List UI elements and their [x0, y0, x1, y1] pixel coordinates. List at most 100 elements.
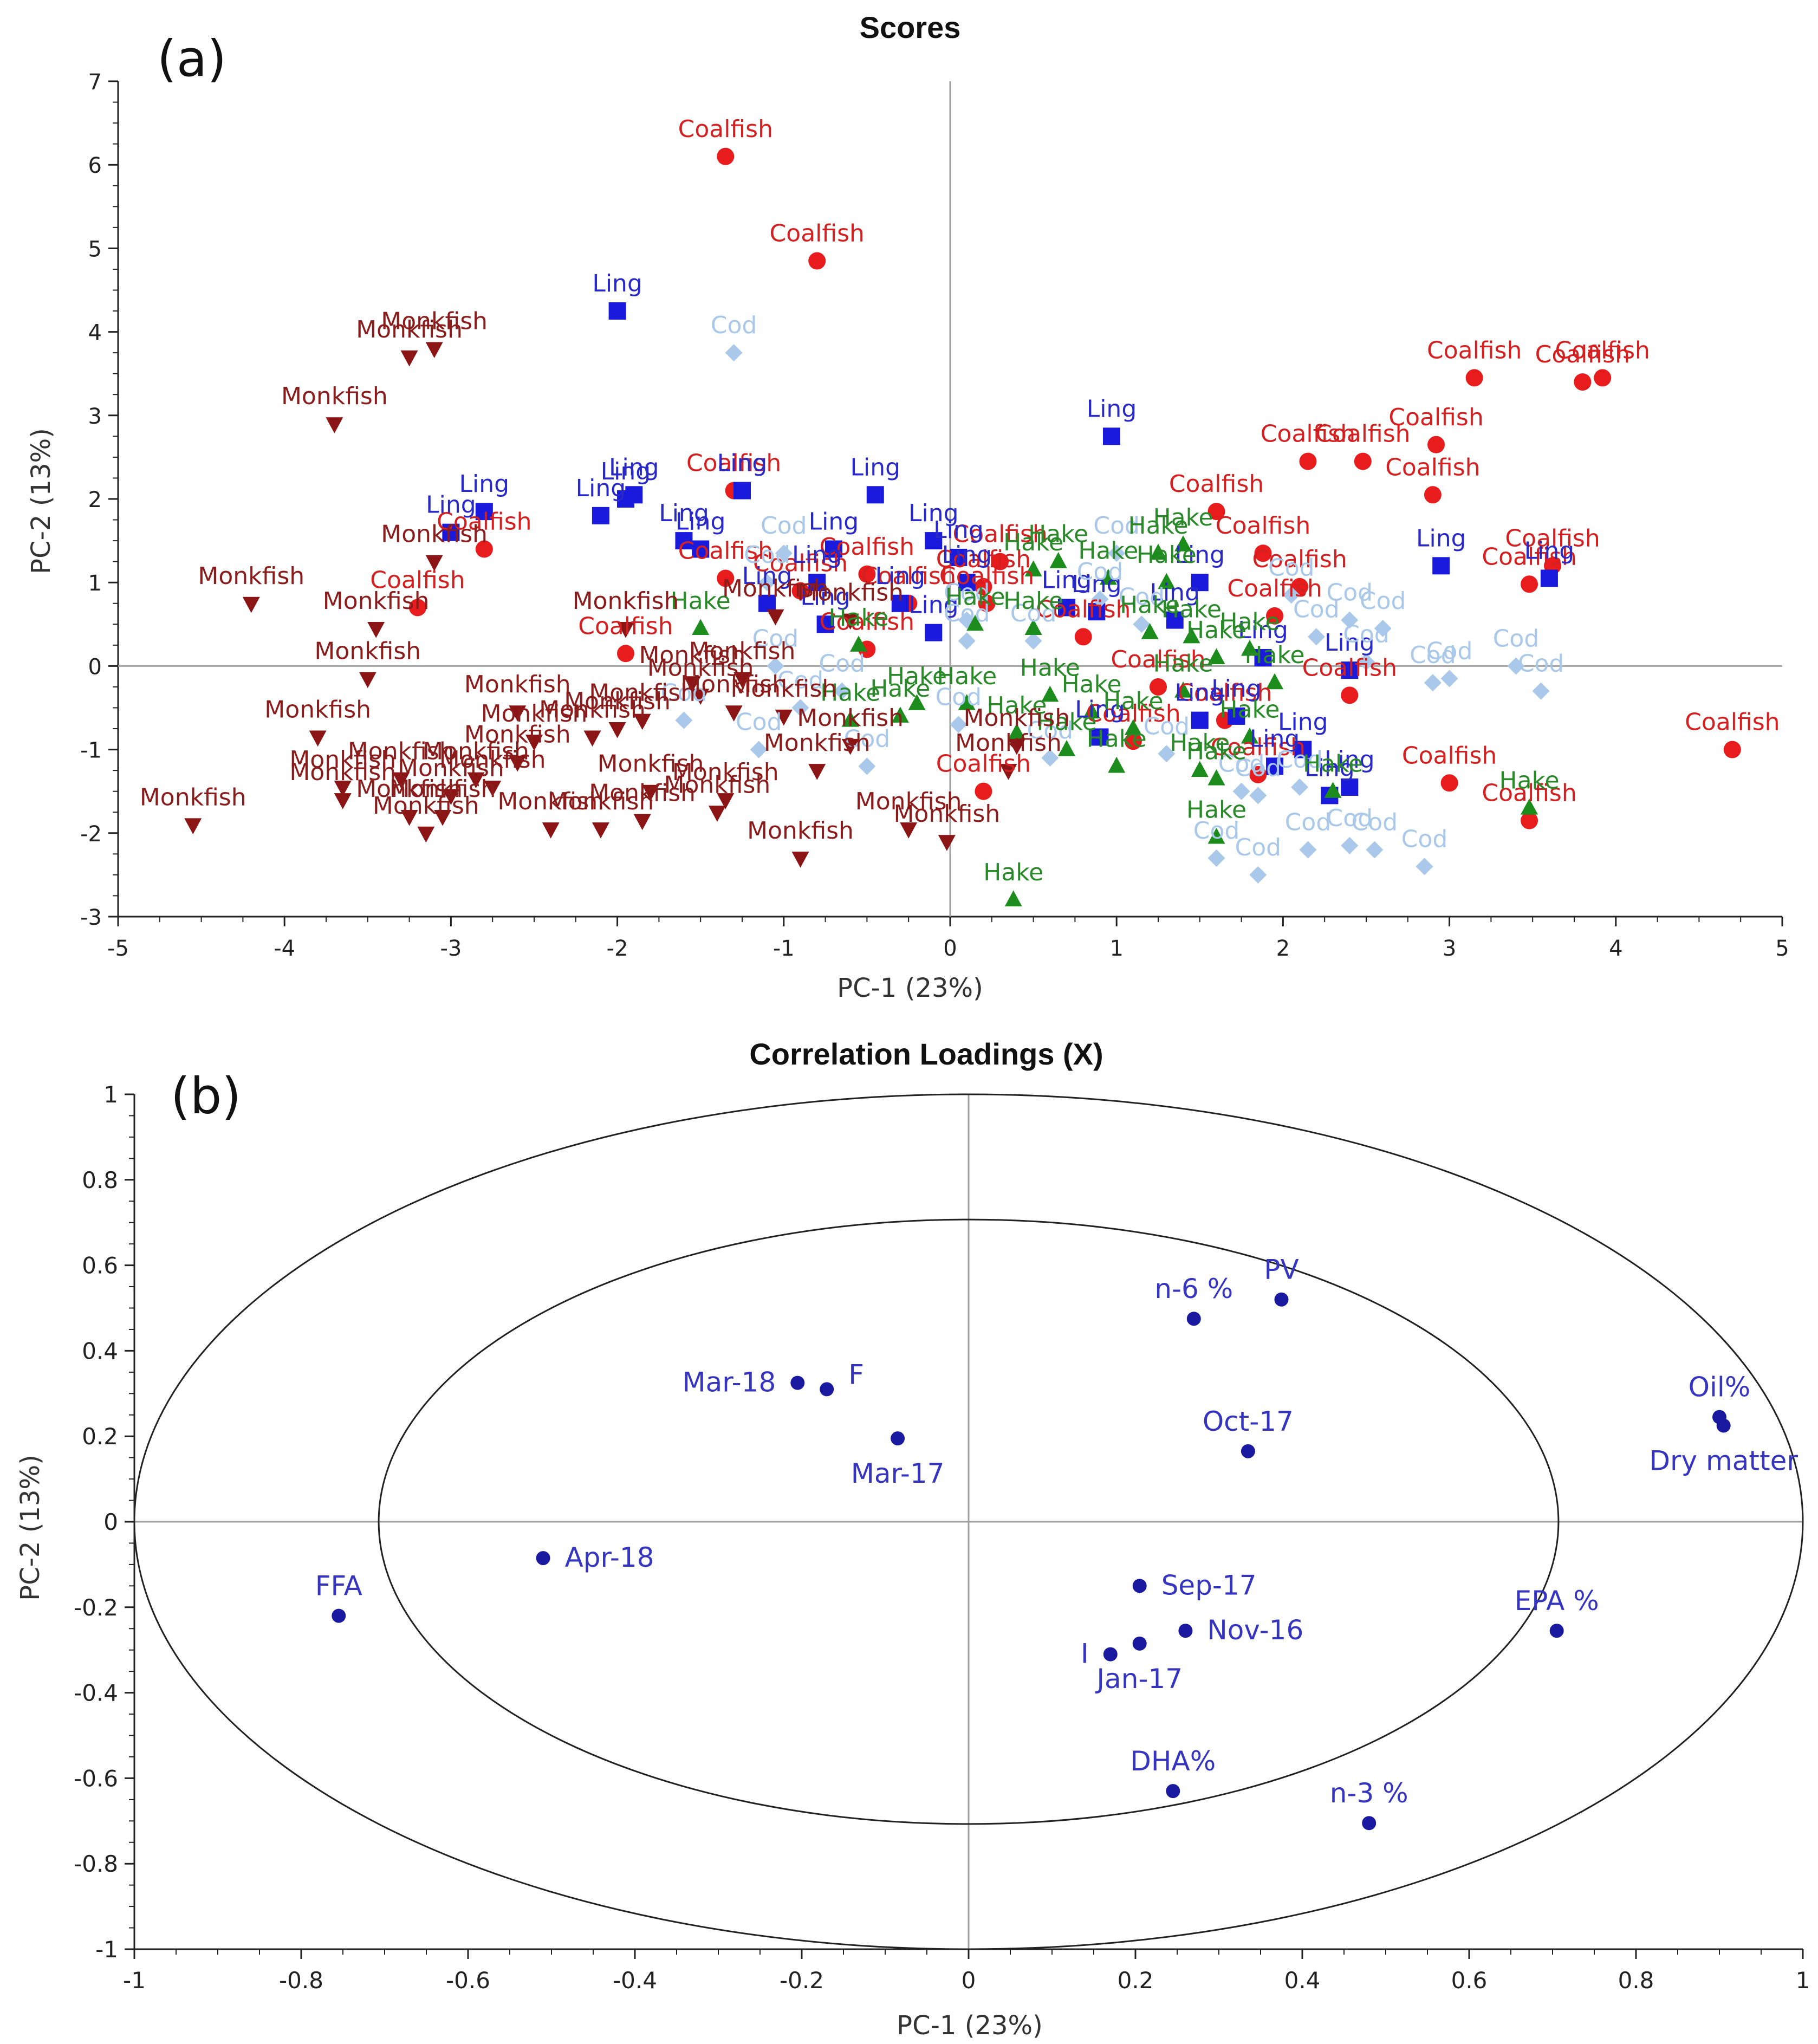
hake-marker [1191, 761, 1209, 777]
loading-label: F [848, 1359, 864, 1390]
hake-label: Hake [829, 604, 889, 632]
ling-marker [958, 574, 976, 592]
cod-label: Cod [1401, 825, 1448, 853]
hake-marker [1041, 685, 1059, 702]
monkfish-marker [509, 705, 527, 722]
coalfish-marker [978, 594, 996, 612]
coalfish-label: Coalfish [952, 521, 1047, 548]
loadings-x-axis-label: PC-1 (23%) [897, 2010, 1043, 2041]
loading-point [1132, 1579, 1147, 1593]
ling-marker [1091, 728, 1109, 746]
monkfish-marker [334, 793, 352, 809]
cod-marker [1507, 657, 1525, 675]
x-tick-label: 0 [962, 1967, 976, 1994]
coalfish-label: Coalfish [1302, 654, 1397, 682]
coalfish-label: Coalfish [1177, 679, 1272, 707]
coalfish-label: Coalfish [936, 750, 1031, 778]
hake-marker [1008, 723, 1025, 739]
monkfish-marker [608, 722, 626, 738]
coalfish-marker [791, 582, 809, 600]
y-tick-label: 0.8 [82, 1167, 118, 1193]
y-tick-label: 0.6 [82, 1253, 118, 1279]
cod-marker [1091, 591, 1109, 608]
cod-marker [1341, 611, 1359, 629]
coalfish-label: Coalfish [686, 450, 781, 477]
hake-label: Hake [1219, 696, 1280, 723]
cod-label: Cod [1343, 621, 1390, 648]
ling-label: Ling [875, 562, 926, 590]
monkfish-label: Monkfish [373, 792, 479, 820]
ling-marker [816, 615, 834, 633]
ling-marker [616, 490, 634, 508]
cod-label: Cod [736, 709, 782, 736]
coalfish-label: Coalfish [1315, 420, 1410, 448]
monkfish-marker [367, 622, 385, 638]
hake-label: Hake [983, 859, 1043, 886]
hake-marker [1324, 782, 1342, 798]
monkfish-label: Monkfish [439, 746, 546, 774]
monkfish-marker [434, 809, 452, 826]
ling-label: Ling [1150, 579, 1200, 607]
x-tick-label: 0.6 [1451, 1967, 1488, 1994]
loading-point [1178, 1624, 1193, 1638]
cod-label: Cod [1285, 809, 1332, 836]
hake-marker [1083, 702, 1101, 719]
ling-label: Ling [459, 470, 510, 498]
monkfish-label: Monkfish [639, 641, 745, 669]
loading-label: Oct-17 [1203, 1406, 1294, 1437]
hake-marker [841, 711, 859, 727]
hake-label: Hake [1020, 654, 1080, 682]
ling-label: Ling [800, 583, 850, 611]
hake-label: Hake [1219, 608, 1280, 636]
monkfish-label: Monkfish [381, 307, 488, 335]
monkfish-label: Monkfish [398, 754, 504, 782]
ling-label: Ling [1250, 725, 1300, 752]
ling-marker [733, 482, 751, 499]
loading-label: Mar-17 [851, 1458, 945, 1489]
hake-label: Hake [1303, 750, 1363, 778]
scores-plot: Scores (a) PC-1 (23%) PC-2 (13%) -5 -4 -3-… [26, 10, 1789, 1003]
coalfish-label: Coalfish [753, 550, 848, 577]
y-tick-label: -0.6 [74, 1765, 118, 1792]
monkfish-label: Monkfish [855, 788, 962, 815]
hake-label: Hake [1186, 617, 1246, 644]
cod-marker [767, 657, 784, 675]
monkfish-marker [692, 689, 710, 705]
monkfish-label: Monkfish [764, 729, 871, 757]
monkfish-marker [633, 713, 651, 730]
hake-marker [1004, 890, 1022, 907]
monkfish-marker [400, 809, 418, 826]
coalfish-label: Coalfish [1385, 453, 1480, 481]
loading-label: FFA [315, 1571, 362, 1602]
coalfish-label: Coalfish [1427, 336, 1522, 364]
hake-label: Hake [870, 675, 930, 703]
loading-label: Sep-17 [1161, 1569, 1257, 1601]
loading-label: Oil% [1689, 1372, 1751, 1403]
monkfish-marker [841, 738, 859, 755]
cod-marker [1416, 858, 1433, 875]
hake-marker [850, 635, 868, 652]
coalfish-label: Coalfish [820, 608, 914, 636]
coalfish-label: Coalfish [1227, 575, 1322, 602]
monkfish-marker [425, 342, 443, 359]
coalfish-marker [1465, 369, 1483, 387]
cod-marker [1440, 670, 1458, 687]
ling-label: Ling [933, 516, 984, 544]
ling-marker [592, 507, 609, 524]
monkfish-marker [725, 705, 743, 722]
ling-label: Ling [601, 458, 651, 485]
monkfish-marker [326, 417, 343, 433]
ling-marker [1088, 603, 1106, 621]
monkfish-marker [242, 596, 260, 613]
loading-label: DHA% [1130, 1745, 1216, 1777]
monkfish-label: Monkfish [289, 758, 396, 786]
cod-label: Cod [819, 650, 866, 678]
ling-label: Ling [1075, 696, 1125, 723]
ling-label: Ling [1238, 617, 1288, 644]
ling-marker [692, 540, 710, 558]
monkfish-marker [900, 822, 918, 839]
loading-point [1241, 1444, 1255, 1458]
ling-marker [1540, 569, 1558, 587]
cod-label: Cod [1118, 583, 1165, 611]
x-tick-label: 0.2 [1118, 1967, 1154, 1994]
